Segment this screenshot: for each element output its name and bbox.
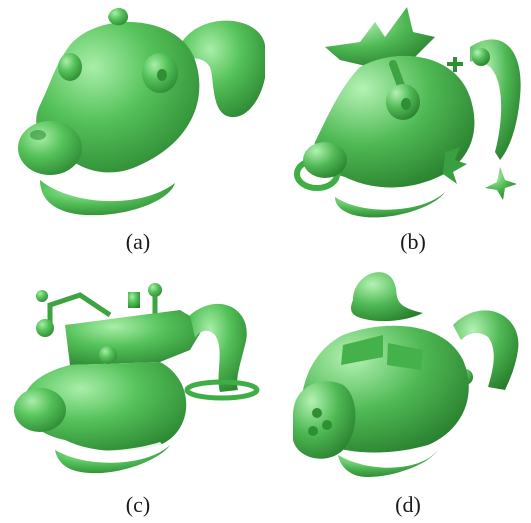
panel-d-image (283, 265, 528, 480)
panel-a-caption: (a) (125, 229, 151, 254)
panel-d-caption: (d) (395, 492, 421, 517)
panel-a-image (10, 5, 265, 220)
panel-b-caption: (b) (400, 229, 426, 254)
panel-b-image (285, 2, 530, 222)
panel-c-image (10, 270, 265, 480)
panel-c-caption: (c) (125, 492, 151, 517)
